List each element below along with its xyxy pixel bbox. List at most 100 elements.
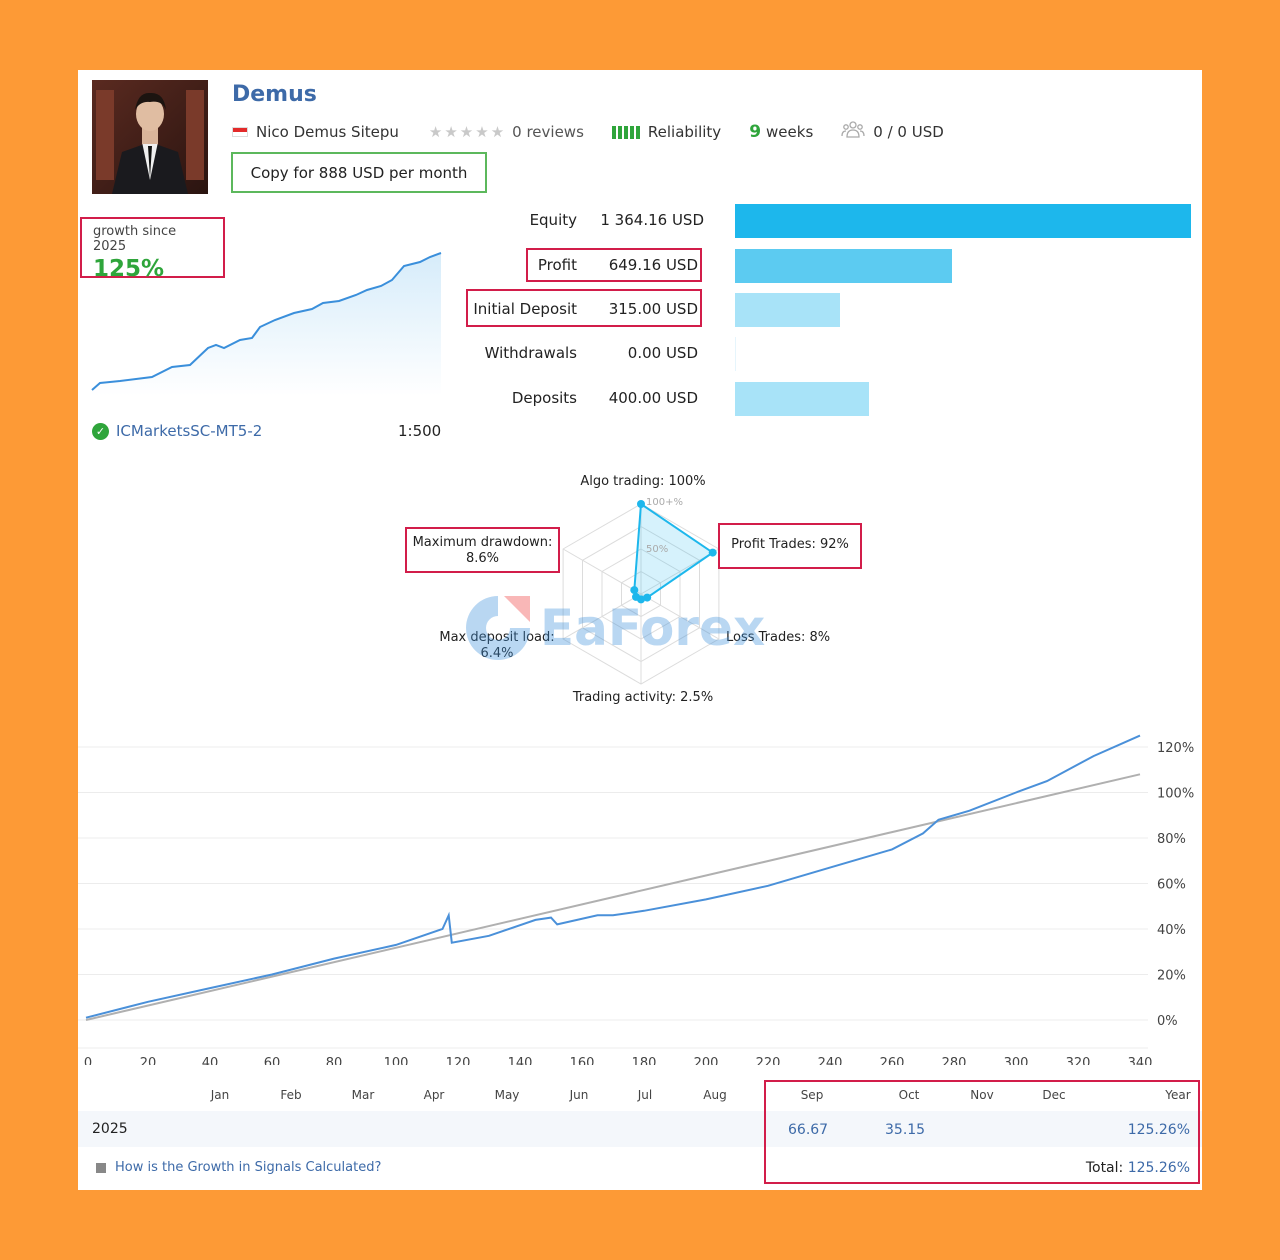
reviews-count[interactable]: 0 reviews bbox=[512, 123, 584, 141]
x-tick-label: 120 bbox=[446, 1056, 471, 1065]
reliability-label: Reliability bbox=[647, 123, 722, 141]
radar-point bbox=[637, 500, 645, 508]
star-icon: ★ bbox=[428, 123, 443, 141]
subscribers-icon bbox=[841, 119, 865, 146]
stat-bar bbox=[735, 293, 840, 327]
x-tick-label: 60 bbox=[264, 1056, 281, 1065]
x-tick-label: 280 bbox=[942, 1056, 967, 1065]
stat-value: 315.00 USD bbox=[608, 300, 698, 318]
star-icon: ★ bbox=[459, 123, 474, 141]
broker-name[interactable]: ICMarketsSC-MT5-2 bbox=[116, 422, 263, 440]
radar-chart: 100+% 50% bbox=[562, 497, 720, 685]
x-tick-label: 240 bbox=[818, 1056, 843, 1065]
reliability-bars-icon bbox=[611, 125, 640, 139]
month-label: Dec bbox=[1042, 1088, 1066, 1102]
weeks-label: weeks bbox=[766, 123, 814, 141]
stat-label: Deposits bbox=[511, 389, 577, 407]
author-name[interactable]: Nico Demus Sitepu bbox=[256, 123, 399, 141]
leverage-value: 1:500 bbox=[398, 422, 442, 440]
oct-value[interactable]: 35.15 bbox=[885, 1122, 926, 1138]
subscribers-value: 0 / 0 USD bbox=[873, 123, 944, 141]
radar-deposit-load-value: 6.4% bbox=[434, 646, 560, 662]
broker-server[interactable]: ✓ ICMarketsSC-MT5-2 bbox=[92, 422, 262, 440]
copy-signal-button[interactable]: Copy for 888 USD per month bbox=[231, 152, 487, 193]
year-total-value[interactable]: 125.26% bbox=[1127, 1122, 1190, 1138]
radar-point bbox=[708, 548, 717, 557]
radar-loss-label: Loss Trades: 8% bbox=[726, 630, 831, 645]
month-label: Apr bbox=[423, 1088, 445, 1102]
year-row bbox=[78, 1111, 1202, 1147]
weeks-value: 9 bbox=[749, 122, 762, 142]
x-tick-label: 340 bbox=[1128, 1056, 1153, 1065]
star-icon: ★ bbox=[444, 123, 458, 141]
star-icon: ★ bbox=[475, 123, 489, 141]
growth-summary: growth since 2025 125% bbox=[80, 217, 225, 282]
month-label: Feb bbox=[280, 1088, 302, 1102]
x-tick-label: 300 bbox=[1004, 1056, 1029, 1065]
trend-line bbox=[85, 773, 1141, 1021]
x-tick-label: 220 bbox=[756, 1056, 781, 1065]
avatar[interactable] bbox=[92, 80, 208, 194]
highlight-box-months bbox=[764, 1080, 1200, 1184]
eaforex-watermark: EaForex bbox=[458, 588, 765, 668]
radar-ring-50: 50% bbox=[646, 544, 668, 555]
info-square-icon bbox=[96, 1162, 106, 1173]
y-tick-label: 60% bbox=[1157, 878, 1186, 893]
stat-value: 0.00 USD bbox=[627, 344, 698, 362]
x-tick-label: 20 bbox=[140, 1056, 157, 1065]
growth-calculation-link-text[interactable]: How is the Growth in Signals Calculated? bbox=[115, 1160, 382, 1175]
radar-drawdown-title: Maximum drawdown: bbox=[412, 535, 553, 550]
y-tick-label: 100% bbox=[1157, 787, 1194, 802]
stat-label: Initial Deposit bbox=[473, 300, 577, 318]
highlight-box-stat bbox=[526, 248, 702, 282]
x-tick-label: 260 bbox=[880, 1056, 905, 1065]
radar-point bbox=[632, 592, 640, 601]
total-label: Total: bbox=[1085, 1160, 1124, 1176]
stat-label: Withdrawals bbox=[484, 344, 577, 362]
radar-spoke bbox=[562, 548, 642, 595]
signal-title[interactable]: Demus bbox=[232, 82, 317, 107]
y-tick-label: 0% bbox=[1157, 1014, 1178, 1029]
stat-value: 1 364.16 USD bbox=[600, 211, 704, 229]
month-label: Sep bbox=[800, 1088, 824, 1102]
star-icon: ★ bbox=[490, 123, 505, 141]
header-info-row: Nico Demus Sitepu ★ ★ ★ ★ ★ 0 reviews Re… bbox=[232, 120, 944, 142]
radar-spoke bbox=[640, 593, 720, 640]
watermark-text: EaForex bbox=[540, 599, 766, 657]
radar-point bbox=[630, 586, 639, 595]
month-label: May bbox=[494, 1088, 520, 1102]
x-tick-label: 200 bbox=[694, 1056, 719, 1065]
radar-spoke bbox=[562, 593, 642, 640]
radar-drawdown-label: Maximum drawdown: 8.6% bbox=[405, 527, 560, 573]
y-tick-label: 120% bbox=[1157, 741, 1194, 756]
stat-bar bbox=[735, 249, 952, 283]
x-tick-label: 320 bbox=[1066, 1056, 1091, 1065]
radar-drawdown-value: 8.6% bbox=[465, 551, 500, 566]
x-tick-label: 40 bbox=[202, 1056, 219, 1065]
sep-value[interactable]: 66.67 bbox=[788, 1122, 829, 1138]
growth-chart: 120% 100% 80% 60% 40% 20% 0% 0 20 40 60 80 100 120 140… bbox=[78, 734, 1194, 1065]
signal-card: Demus Nico Demus Sitepu ★ ★ ★ ★ ★ 0 revi… bbox=[78, 70, 1202, 1190]
growth-calculation-link[interactable]: How is the Growth in Signals Calculated? bbox=[96, 1160, 381, 1175]
x-tick-label: 140 bbox=[508, 1056, 533, 1065]
stat-bar bbox=[735, 204, 1191, 238]
stat-value: 400.00 USD bbox=[608, 389, 698, 407]
stat-label: Profit bbox=[537, 256, 577, 274]
growth-line bbox=[85, 734, 1141, 1019]
month-label: Jun bbox=[569, 1088, 589, 1102]
eaforex-logo-icon bbox=[466, 596, 530, 660]
radar-ring-100: 100+% bbox=[646, 497, 683, 508]
month-label: Nov bbox=[970, 1088, 994, 1102]
radar-activity-label: Trading activity: 2.5% bbox=[572, 690, 714, 705]
month-label: Jan bbox=[210, 1088, 230, 1102]
y-tick-label: 20% bbox=[1157, 969, 1186, 984]
stat-value: 649.16 USD bbox=[608, 256, 698, 274]
radar-deposit-load-label: Max deposit load: 6.4% bbox=[434, 630, 560, 662]
verified-check-icon: ✓ bbox=[92, 422, 109, 440]
radar-profit-label: Profit Trades: 92% bbox=[718, 523, 862, 569]
month-label: Jul bbox=[637, 1088, 653, 1102]
total-value: 125.26% bbox=[1127, 1160, 1190, 1176]
y-tick-label: 40% bbox=[1157, 923, 1186, 938]
stat-bar bbox=[735, 337, 736, 371]
highlight-box-stat bbox=[466, 289, 702, 327]
